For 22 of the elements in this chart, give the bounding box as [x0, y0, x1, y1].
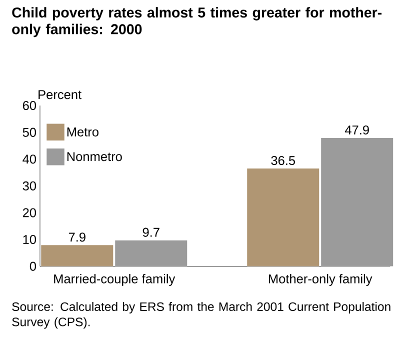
x-tick-label: Married-couple family: [54, 274, 176, 286]
bar: [321, 138, 394, 266]
data-label: 47.9: [344, 125, 369, 134]
legend-label: Nonmetro: [67, 152, 122, 161]
y-tick-label: 40: [22, 154, 36, 164]
legend-label: Metro: [67, 127, 98, 136]
data-label: 9.7: [142, 228, 160, 237]
bar: [247, 168, 320, 266]
y-tick-label: 30: [22, 181, 36, 190]
y-axis-title: Percent: [38, 90, 82, 99]
x-tick-label: Mother-only family: [268, 274, 372, 286]
y-tick-label: 20: [22, 208, 36, 218]
bar: [115, 240, 188, 266]
y-tick-label: 50: [22, 128, 36, 137]
source-note: Source: Calculated by ERS from the March 2001 Current Population Survey (CPS).: [12, 302, 390, 329]
y-tick-label: 10: [23, 234, 36, 244]
y-tick-label: 0: [30, 262, 36, 271]
data-label: 36.5: [271, 156, 296, 165]
data-label: 7.9: [68, 232, 86, 242]
y-tick-label: 60: [22, 100, 36, 110]
bar: [41, 245, 114, 266]
chart-title: Child poverty rates almost 5 times greater for mother-only families: 2000: [12, 6, 382, 37]
